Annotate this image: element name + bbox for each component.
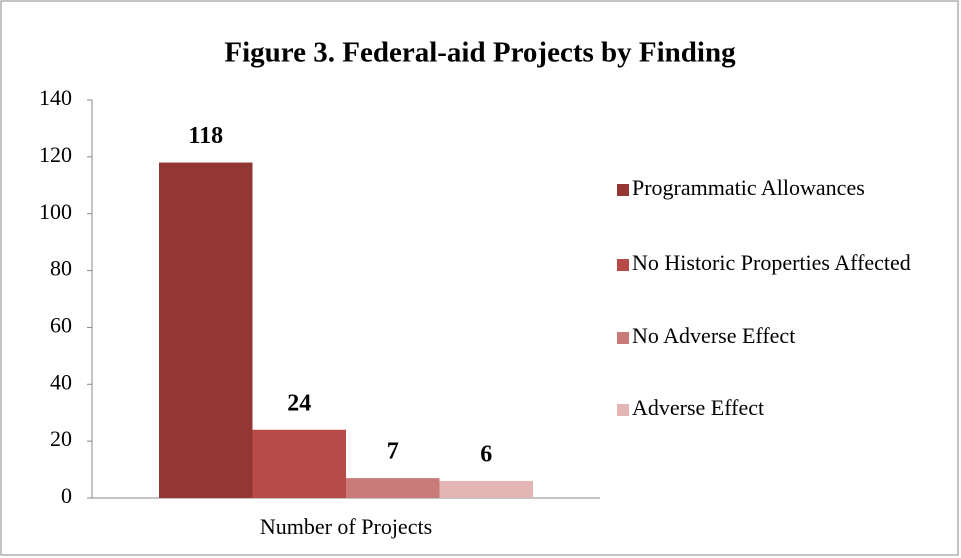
chart-title: Figure 3. Federal-aid Projects by Findin… bbox=[224, 37, 736, 69]
value-label: 7 bbox=[387, 439, 399, 465]
bar bbox=[159, 162, 253, 499]
legend-label: Programmatic Allowances bbox=[632, 175, 865, 200]
bar bbox=[346, 478, 440, 498]
legend-label: No Historic Properties Affected bbox=[632, 250, 911, 275]
legend-swatch bbox=[617, 404, 629, 416]
legend-label: No Adverse Effect bbox=[632, 323, 795, 348]
y-tick-label: 0 bbox=[61, 483, 72, 508]
value-label: 6 bbox=[480, 441, 492, 467]
y-tick-label: 60 bbox=[50, 312, 72, 337]
legend-label: Adverse Effect bbox=[632, 395, 764, 420]
y-tick-label: 140 bbox=[39, 85, 72, 110]
value-label: 118 bbox=[188, 123, 223, 149]
y-tick-label: 80 bbox=[50, 256, 72, 281]
y-tick-label: 40 bbox=[50, 369, 72, 394]
value-label: 24 bbox=[287, 390, 311, 416]
y-tick-label: 120 bbox=[39, 142, 72, 167]
legend-swatch bbox=[617, 184, 629, 196]
x-tick-label: Number of Projects bbox=[260, 514, 432, 539]
y-tick-label: 100 bbox=[39, 199, 72, 224]
bar bbox=[252, 429, 346, 498]
bar bbox=[439, 480, 533, 498]
legend-swatch bbox=[617, 259, 629, 271]
legend-swatch bbox=[617, 332, 629, 344]
y-tick-label: 20 bbox=[50, 426, 72, 451]
